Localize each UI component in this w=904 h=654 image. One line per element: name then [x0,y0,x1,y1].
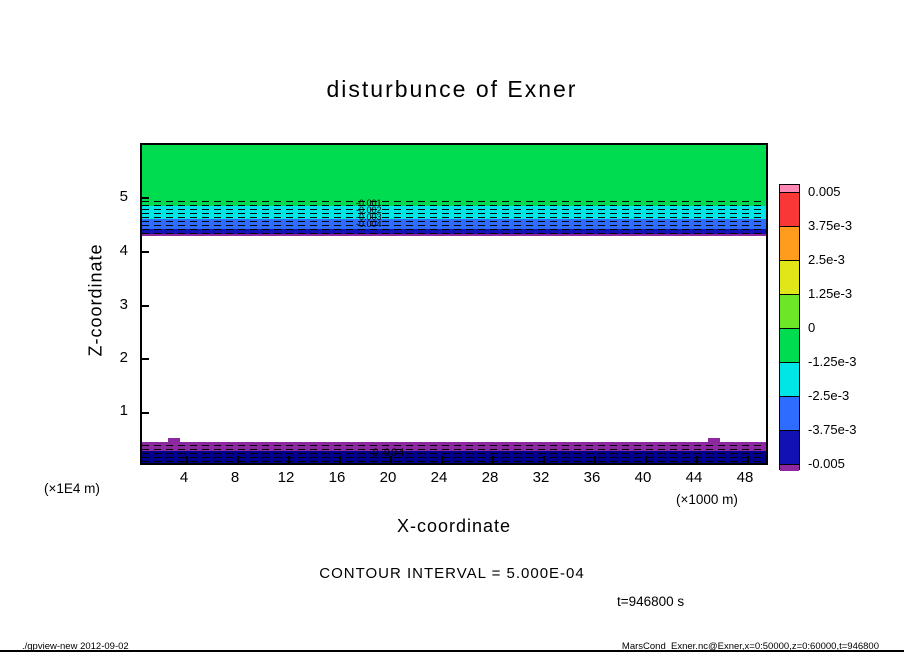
contour-line [142,229,766,230]
x-axis-tick [237,456,239,463]
colorbar-segment [780,328,799,362]
x-tick-label: 48 [736,469,754,486]
contour-line [142,221,766,222]
colorbar-segment [780,430,799,464]
footer-program-version: ./gpview-new 2012-09-02 [22,641,129,652]
y-tick-label: 1 [119,402,128,419]
x-axis-tick [492,456,494,463]
contour-line [142,233,766,234]
fill-bump-left [168,438,180,443]
fill-region-green [142,145,766,206]
time-label: t=946800 s [617,594,685,609]
colorbar-segment [780,192,799,226]
y-axis-unit-label: (×1E4 m) [44,481,100,496]
x-axis-tick [696,456,698,463]
x-tick-label: 12 [277,469,295,486]
chart-title: disturbunce of Exner [326,76,578,102]
x-tick-label: 32 [532,469,550,486]
x-tick-label: 16 [328,469,346,486]
x-axis-tick [339,456,341,463]
contour-line [142,457,766,458]
colorbar-label: -1.25e-3 [808,354,857,369]
x-tick-label: 36 [583,469,601,486]
contour-label: -0.003 [356,212,382,222]
y-axis-tick [142,197,149,199]
colorbar-label: -3.75e-3 [808,422,857,437]
x-axis-tick [390,456,392,463]
x-tick-label: 28 [481,469,499,486]
colorbar-segment [780,294,799,328]
colorbar-label: 0.005 [808,184,841,199]
colorbar-label: 1.25e-3 [808,286,853,301]
fill-region-bottom-purple [142,442,766,451]
y-tick-label: 3 [119,296,128,313]
fill-region-navy [142,229,766,234]
fill-region-blue [142,219,766,229]
contour-line [142,461,766,462]
x-axis-label: X-coordinate [396,516,512,536]
y-axis-label: Z-coordinate [85,243,106,357]
contour-label: -0.004 [368,447,406,459]
colorbar-segment [780,226,799,260]
x-axis-unit-label: (×1000 m) [676,492,738,507]
contour-line [142,209,766,210]
x-tick-label: 20 [379,469,397,486]
bottom-rule [0,650,904,652]
y-axis-tick [142,251,149,253]
footer-source-info: MarsCond_Exner.nc@Exner,x=0:50000,z=0:60… [621,641,879,652]
contour-line [142,449,766,450]
fill-region-purple-thin [142,234,766,236]
colorbar-segment [780,464,799,471]
x-axis-tick [543,456,545,463]
contour-line [142,201,766,202]
x-axis-tick [594,456,596,463]
x-tick-label: 24 [430,469,448,486]
colorbar [779,184,800,471]
x-tick-label: 40 [634,469,652,486]
contour-label: -0.001 [356,198,382,208]
x-tick-label: 4 [179,469,189,486]
contour-line [142,445,766,446]
x-axis-tick [645,456,647,463]
contour-line [142,205,766,206]
contour-interval-label: CONTOUR INTERVAL = 5.000E-04 [319,565,585,582]
x-axis-tick [441,456,443,463]
x-axis-tick [747,456,749,463]
colorbar-label: 3.75e-3 [808,218,853,233]
colorbar-segment [780,260,799,294]
y-tick-label: 5 [119,188,128,205]
contour-label: -0.004 [356,219,382,229]
colorbar-segment [780,396,799,430]
x-tick-label: 44 [685,469,703,486]
fill-bump-right [708,438,720,443]
colorbar-label: 0 [808,320,816,335]
colorbar-segment [780,185,799,192]
x-axis-tick [186,456,188,463]
y-axis-tick [142,358,149,360]
y-axis-tick [142,305,149,307]
x-axis-tick [288,456,290,463]
colorbar-label: -0.005 [808,456,845,471]
y-axis-tick [142,412,149,414]
contour-line [142,217,766,218]
contour-label: -0.002 [356,205,382,215]
plot-area: -0.001 -0.002 -0.003 -0.004 -0.004 [140,143,768,465]
contour-line [142,213,766,214]
contour-line [142,225,766,226]
colorbar-segment [780,362,799,396]
y-tick-label: 2 [119,349,128,366]
colorbar-label: -2.5e-3 [808,388,850,403]
colorbar-label: 2.5e-3 [808,252,845,267]
contour-line [142,453,766,454]
y-tick-label: 4 [119,242,128,259]
x-tick-label: 8 [230,469,240,486]
